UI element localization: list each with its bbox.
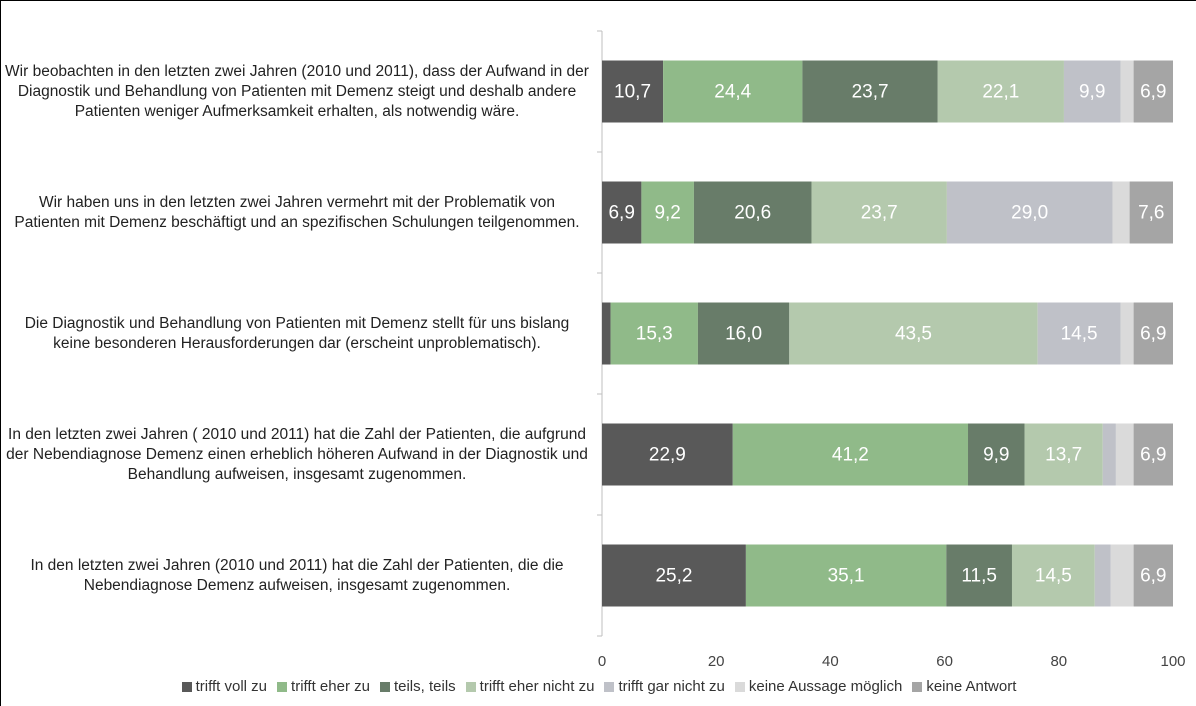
bar-segment bbox=[1120, 302, 1134, 365]
legend-swatch bbox=[379, 681, 390, 692]
bar-segment bbox=[937, 60, 1064, 123]
legend-item: teils, teils bbox=[379, 678, 456, 695]
value-label: 23,7 bbox=[861, 203, 898, 224]
value-label: 6,9 bbox=[1140, 324, 1166, 345]
legend-label: teils, teils bbox=[393, 678, 456, 695]
legend-swatch bbox=[181, 681, 192, 692]
legend-swatch bbox=[912, 681, 923, 692]
bar-segment bbox=[745, 544, 947, 607]
value-label: 9,2 bbox=[654, 203, 680, 224]
x-tick-label: 40 bbox=[822, 653, 839, 670]
legend-item: trifft voll zu bbox=[181, 678, 268, 695]
value-label: 20,6 bbox=[734, 203, 771, 224]
value-label: 43,5 bbox=[895, 324, 932, 345]
bar-segment bbox=[1120, 60, 1134, 123]
bar-segment bbox=[641, 181, 694, 244]
legend-label: keine Aussage möglich bbox=[748, 678, 903, 695]
value-label: 25,2 bbox=[655, 566, 692, 587]
legend-item: trifft eher zu bbox=[277, 678, 370, 695]
legend: trifft voll zu trifft eher zu teils, teils… bbox=[1, 678, 1196, 695]
bar-segment bbox=[1129, 181, 1173, 244]
value-label: 11,5 bbox=[961, 566, 997, 587]
bar-segment bbox=[811, 181, 947, 244]
legend-label: trifft voll zu bbox=[195, 678, 268, 695]
legend-label: trifft eher nicht zu bbox=[479, 678, 595, 695]
value-label: 22,9 bbox=[649, 445, 686, 466]
legend-item: trifft gar nicht zu bbox=[604, 678, 725, 695]
bar-segment bbox=[602, 544, 746, 607]
bar-segment bbox=[1115, 423, 1134, 486]
value-label: 14,5 bbox=[1061, 324, 1098, 345]
bar-segment bbox=[1037, 302, 1121, 365]
value-label: 16,0 bbox=[725, 324, 762, 345]
category-label: Wir haben uns in den letzten zwei Jahren… bbox=[14, 193, 580, 231]
category-label: Wir beobachten in den letzten zwei Jahre… bbox=[5, 62, 589, 120]
legend-item: keine Aussage möglich bbox=[734, 678, 903, 695]
bar-segment bbox=[946, 181, 1113, 244]
x-tick-label: 20 bbox=[708, 653, 725, 670]
x-tick-label: 100 bbox=[1160, 653, 1185, 670]
bar-segment bbox=[1094, 544, 1111, 607]
bar-segment bbox=[663, 60, 803, 123]
bar-segment bbox=[1102, 423, 1116, 486]
value-label: 41,2 bbox=[832, 445, 869, 466]
bar-segment bbox=[1133, 423, 1173, 486]
bar-segment bbox=[602, 423, 733, 486]
bar-segment bbox=[968, 423, 1025, 486]
bar-segment bbox=[1063, 60, 1121, 123]
category-label: Die Diagnostik und Behandlung von Patien… bbox=[24, 314, 570, 352]
bar-segment bbox=[802, 60, 938, 123]
value-label: 13,7 bbox=[1045, 445, 1082, 466]
value-label: 35,1 bbox=[828, 566, 865, 587]
legend-item: trifft eher nicht zu bbox=[465, 678, 595, 695]
bar-segment bbox=[946, 544, 1012, 607]
value-label: 6,9 bbox=[608, 203, 634, 224]
value-label: 10,7 bbox=[614, 82, 651, 103]
legend-item: keine Antwort bbox=[912, 678, 1016, 695]
bar-segment bbox=[1011, 544, 1095, 607]
bar-segment bbox=[1112, 181, 1130, 244]
bar-segment bbox=[602, 302, 611, 365]
value-label: 7,6 bbox=[1138, 203, 1164, 224]
value-label: 29,0 bbox=[1011, 203, 1048, 224]
legend-label: keine Antwort bbox=[926, 678, 1017, 695]
x-tick-label: 60 bbox=[936, 653, 953, 670]
legend-swatch bbox=[734, 681, 745, 692]
value-label: 6,9 bbox=[1140, 566, 1166, 587]
value-label: 24,4 bbox=[714, 82, 751, 103]
bar-segment bbox=[610, 302, 698, 365]
category-label: In den letzten zwei Jahren (2010 und 201… bbox=[30, 556, 564, 594]
category-label: In den letzten zwei Jahren ( 2010 und 20… bbox=[6, 425, 588, 483]
value-label: 22,1 bbox=[982, 82, 1019, 103]
bar-segment bbox=[697, 302, 790, 365]
legend-swatch bbox=[604, 681, 615, 692]
value-label: 14,5 bbox=[1035, 566, 1072, 587]
legend-label: trifft gar nicht zu bbox=[618, 678, 725, 695]
value-label: 23,7 bbox=[852, 82, 889, 103]
x-tick-label: 0 bbox=[598, 653, 606, 670]
bar-segment bbox=[1133, 60, 1173, 123]
x-tick-label: 80 bbox=[1050, 653, 1067, 670]
bar-segment bbox=[1133, 544, 1173, 607]
value-label: 6,9 bbox=[1140, 82, 1166, 103]
value-label: 15,3 bbox=[636, 324, 673, 345]
bar-segment bbox=[602, 181, 642, 244]
value-label: 9,9 bbox=[983, 445, 1009, 466]
bar-segment bbox=[602, 60, 664, 123]
bar-segment bbox=[1024, 423, 1103, 486]
legend-label: trifft eher zu bbox=[291, 678, 370, 695]
bar-segment bbox=[789, 302, 1038, 365]
value-label: 9,9 bbox=[1079, 82, 1105, 103]
bar-segment bbox=[1133, 302, 1173, 365]
bar-segment bbox=[1110, 544, 1134, 607]
legend-swatch bbox=[465, 681, 476, 692]
bar-segment bbox=[732, 423, 969, 486]
legend-swatch bbox=[277, 681, 288, 692]
value-label: 6,9 bbox=[1140, 445, 1166, 466]
bar-segment bbox=[693, 181, 812, 244]
